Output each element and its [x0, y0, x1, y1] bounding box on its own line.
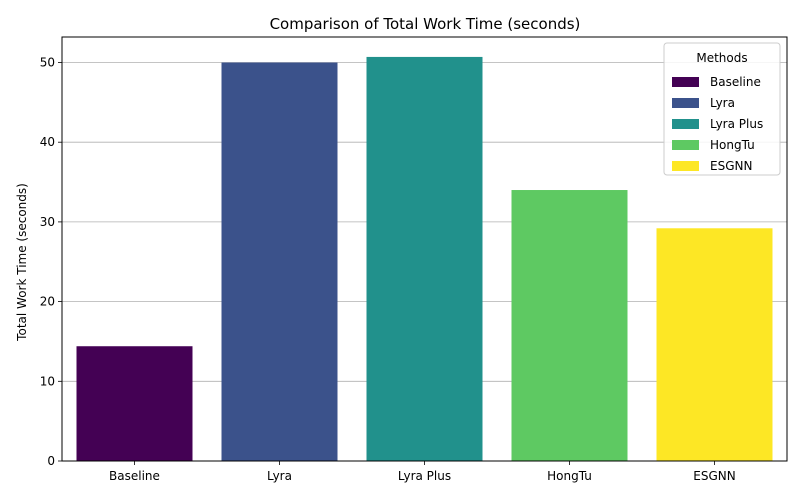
x-tick-label: HongTu [547, 469, 592, 483]
axes: 0 10 20 30 40 50 Baseline Lyra Lyra Plus HongTu ES… [40, 36, 788, 483]
chart-title: Comparison of Total Work Time (seconds) [270, 15, 581, 33]
bar-hongtu [511, 190, 628, 461]
bar-baseline [76, 346, 193, 461]
legend-entry-label: Lyra Plus [710, 117, 763, 131]
legend-title: Methods [696, 51, 747, 65]
bar-lyra [221, 62, 338, 462]
x-tick-label: Baseline [109, 469, 160, 483]
x-tick-label: ESGNN [693, 469, 735, 483]
legend-entry-label: HongTu [710, 138, 755, 152]
y-tick-label: 20 [40, 295, 55, 309]
y-tick-label: 40 [40, 135, 55, 149]
bar-esgnn [656, 228, 773, 461]
y-tick-label: 0 [47, 454, 55, 468]
x-tick-label: Lyra Plus [398, 469, 451, 483]
legend: Methods Baseline Lyra Lyra Plus HongTu ESGNN [663, 42, 781, 176]
y-axis-label: Total Work Time (seconds) [15, 183, 29, 342]
legend-entry-label: Baseline [710, 75, 761, 89]
y-tick-label: 50 [40, 56, 55, 70]
bars [76, 56, 773, 462]
legend-swatch [672, 140, 699, 150]
legend-swatch [672, 119, 699, 129]
legend-swatch [672, 77, 699, 87]
plot-frame [61, 36, 788, 462]
legend-entry-label: ESGNN [710, 159, 752, 173]
x-tick-label: Lyra [267, 469, 292, 483]
legend-swatch [672, 98, 699, 108]
y-tick-label: 30 [40, 215, 55, 229]
legend-entry-label: Lyra [710, 96, 735, 110]
y-tick-label: 10 [40, 374, 55, 388]
bar-lyra-plus [366, 56, 483, 462]
legend-swatch [672, 161, 699, 171]
